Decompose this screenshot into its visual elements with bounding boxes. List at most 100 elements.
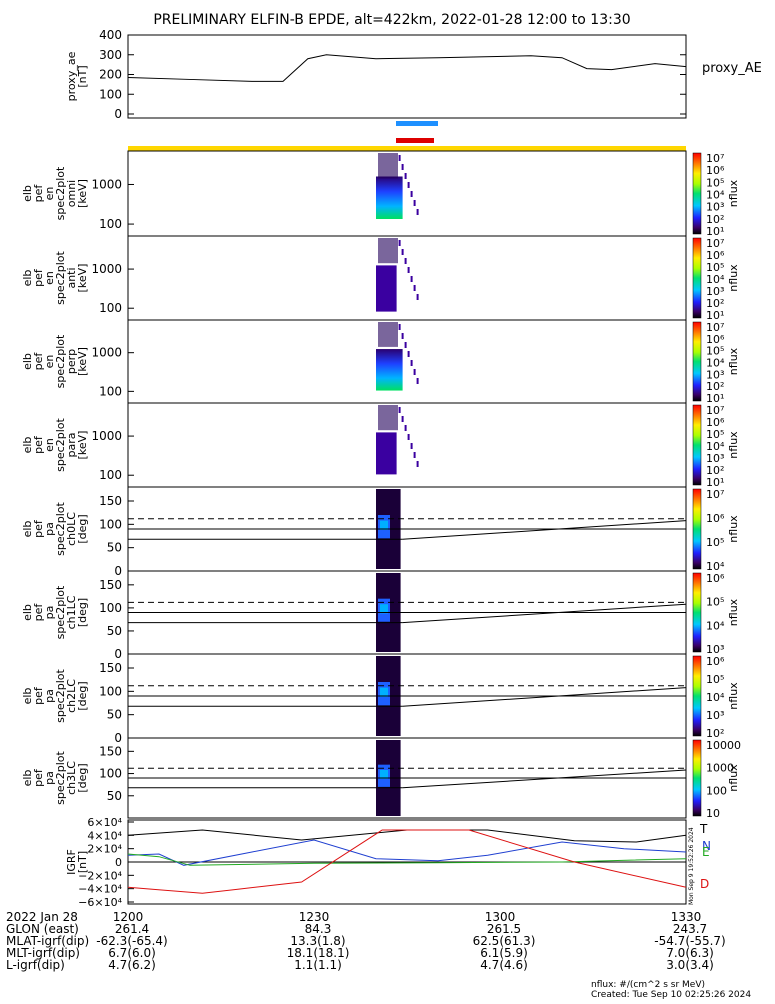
proxy-ae-line xyxy=(127,54,687,82)
colorbar-tick-label: 10⁶ xyxy=(706,512,725,525)
created-stamp: Created: Tue Sep 10 02:25:26 2024 xyxy=(591,990,751,1000)
loss-cone-line-rise xyxy=(402,603,687,624)
colorbar xyxy=(692,321,702,402)
panel-ylabel-line: en xyxy=(43,271,56,285)
colorbar-label: nflux xyxy=(727,347,740,375)
ae-ytick-label: 100 xyxy=(99,87,122,101)
spectrogram-top xyxy=(378,238,398,264)
colorbar-tick-label: 10¹ xyxy=(706,309,724,322)
panel-ylabel-line: spec2plot xyxy=(54,751,67,805)
orbit-row-value: 13.3(1.8) xyxy=(290,934,345,948)
panel-ylabel-line: spec2plot xyxy=(54,418,67,472)
igrf-ytick-label: 0 xyxy=(115,856,122,869)
colorbar-tick-label: 10⁴ xyxy=(706,440,725,453)
colorbar-label: nflux xyxy=(727,598,740,626)
panel-ylabel-line: pef xyxy=(32,686,45,705)
colorbar xyxy=(692,655,702,737)
spectrogram-speck xyxy=(413,452,416,458)
panel-ylabel-line: pef xyxy=(32,268,45,287)
ytick-label: 50 xyxy=(107,789,122,803)
orbit-row-value: 243.7 xyxy=(673,922,707,936)
spectrogram-speck xyxy=(401,249,404,255)
ae-ylabel-line: [nT] xyxy=(76,65,89,87)
orbit-row-value: 62.5(61.3) xyxy=(473,934,536,948)
panel-ylabel-line: pef xyxy=(32,603,45,622)
colorbar-tick-label: 10⁵ xyxy=(706,176,724,189)
panel-ylabel-line: spec2plot xyxy=(54,334,67,388)
colorbar-tick-label: 10⁴ xyxy=(706,619,725,632)
energy-spectrogram-panel: 1000100elbpefenspec2plotperp[keV]10⁷10⁶1… xyxy=(21,319,740,405)
colorbar-tick-label: 10⁵ xyxy=(706,596,724,609)
spectrogram-speck xyxy=(416,378,419,384)
colorbar-tick-label: 10² xyxy=(706,380,724,393)
colorbar-tick-label: 10⁶ xyxy=(706,655,725,668)
panel-ylabel-line: [keV] xyxy=(76,179,89,208)
spectrogram-speck xyxy=(413,285,416,291)
ae-ytick-label: 400 xyxy=(99,28,122,42)
colorbar-label: nflux xyxy=(727,515,740,543)
panel-ylabel-line: en xyxy=(43,438,56,452)
colorbar-tick-label: 10² xyxy=(706,464,724,477)
loss-cone-line-rise xyxy=(402,520,687,540)
orbit-row-value: 7.0(6.3) xyxy=(666,946,714,960)
colorbar-tick-label: 10⁴ xyxy=(706,691,725,704)
spectrogram-speck xyxy=(407,434,410,440)
igrf-ytick-label: −6×10⁴ xyxy=(78,896,122,909)
spectrogram-speck xyxy=(416,209,419,215)
spectrogram-core xyxy=(376,265,397,312)
orbit-row-value: 4.7(4.6) xyxy=(480,958,528,972)
orbit-row-name: GLON (east) xyxy=(6,922,79,936)
panel-ylabel-line: elb xyxy=(21,185,34,202)
colorbar-tick-label: 10² xyxy=(706,213,724,226)
spectrogram-speck xyxy=(410,191,413,197)
colorbar-label: nflux xyxy=(727,264,740,292)
panel-frame xyxy=(127,150,687,237)
ytick-label: 100 xyxy=(99,468,122,482)
igrf-ytick-label: −4×10⁴ xyxy=(78,883,122,896)
panel-ylabel-line: elb xyxy=(21,270,34,287)
ytick-label: 150 xyxy=(99,578,122,592)
colorbar-tick-label: 10⁷ xyxy=(706,321,724,334)
ae-yticks: 400 300 200 100 0 xyxy=(99,28,686,121)
colorbar-tick-label: 10³ xyxy=(706,643,724,656)
panel-frame xyxy=(127,319,687,404)
spectrogram-speck xyxy=(398,155,401,161)
panel-ylabel-line: para xyxy=(65,433,78,458)
orbit-row-value: -54.7(-55.7) xyxy=(654,934,725,948)
ytick-label: 50 xyxy=(107,624,122,638)
colorbar-tick-label: 10⁴ xyxy=(706,357,725,370)
colorbar-tick-label: 10² xyxy=(706,297,724,310)
orbit-row-value: 6.1(5.9) xyxy=(480,946,528,960)
panel-ylabel-line: [keV] xyxy=(76,264,89,293)
colorbar-tick-label: 10¹ xyxy=(706,476,724,489)
colorbar-tick-label: 10¹ xyxy=(706,392,724,405)
spectrogram-core xyxy=(376,349,403,391)
panel-ylabel-line: [keV] xyxy=(76,347,89,376)
ytick-label: 100 xyxy=(99,517,122,531)
igrf-ylabel: IGRF[nT] xyxy=(65,849,89,875)
orbit-row-value: 6.7(6.0) xyxy=(108,946,156,960)
igrf-ylabel-line: IGRF xyxy=(65,849,78,875)
panel-ylabel-line: spec2plot xyxy=(54,669,67,723)
ytick-label: 1000 xyxy=(91,177,122,191)
colorbar-tick-label: 1000 xyxy=(706,762,734,775)
panel-ylabel-line: pef xyxy=(32,519,45,538)
colorbar-tick-label: 10³ xyxy=(706,201,724,214)
spectrogram-speck xyxy=(413,200,416,206)
colorbar xyxy=(692,488,702,570)
panel-ylabel-line: spec2plot xyxy=(54,251,67,305)
colorbar-tick-label: 10³ xyxy=(706,452,724,465)
igrf-lines xyxy=(127,829,687,894)
panel-ylabel-line: ch0LC xyxy=(65,512,78,546)
ytick-label: 1000 xyxy=(91,262,122,276)
spectrogram-speck xyxy=(407,267,410,273)
orbit-row-value: 84.3 xyxy=(305,922,332,936)
ytick-label: 100 xyxy=(99,601,122,615)
pa-spectrogram-peak-center xyxy=(380,604,388,614)
colorbar-label: nflux xyxy=(727,179,740,207)
igrf-ytick-label: 4×10⁴ xyxy=(87,829,122,842)
